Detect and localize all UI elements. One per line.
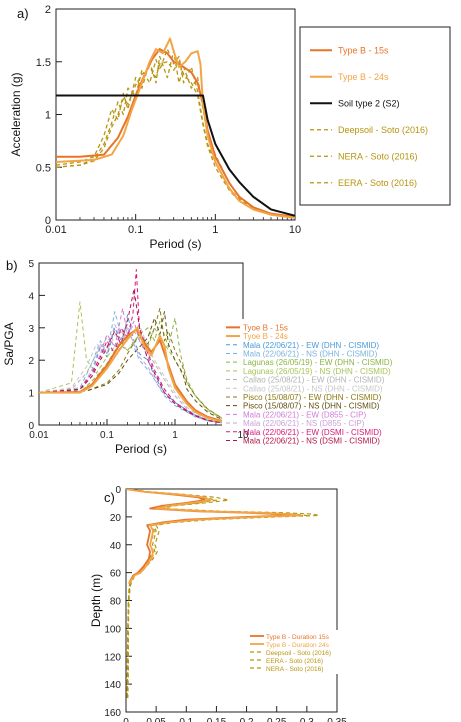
x-tick-label: 0.01 [45,224,66,236]
series-group [126,489,320,699]
legend-entry: Type B - 24s [338,72,389,82]
x-axis-label: Period (s) [149,237,201,251]
x-tick-label: 0 [123,717,129,722]
legend-entry: Mala (22/06/21) - NS (D855 - CIP) [243,419,365,428]
x-axis-label: Period (s) [115,442,167,456]
x-tick-label: 10 [289,224,301,236]
series-group [56,37,295,219]
x-tick-label: 0.35 [327,717,347,722]
y-axis-label: Depth (m) [89,574,103,627]
plot-frame [55,8,296,221]
series-group [39,268,243,425]
y-tick-label: 80 [110,597,122,608]
series-line [56,94,295,217]
y-tick-label: 120 [104,652,121,663]
legend-entry: Mala (22/06/21) - EW (DHN - CISMID) [243,341,379,350]
y-tick-label: 20 [110,513,122,524]
y-tick-label: 3 [28,324,34,335]
y-tick-label: 0 [45,215,51,227]
chart-c: c)00.050.10.150.20.250.30.35020406080100… [89,485,348,722]
series-line [39,326,243,425]
y-tick-label: 2 [45,4,51,16]
x-tick-label: 0.05 [146,717,166,722]
x-tick-label: 0.1 [128,224,143,236]
y-tick-label: 1 [28,389,34,400]
y-tick-label: 5 [28,259,34,270]
series-line [126,489,302,585]
series-line [56,48,295,218]
legend-entry: Pisco (15/08/07) - EW (DHN - CISMID) [243,393,382,402]
legend: Type B - 15s Type B - 24s Soil type 2 (S2)… [299,26,451,206]
legend-entry: Lagunas (26/05/19) - EW (DHN - CISMID) [243,358,393,367]
legend-entry: NERA - Soto (2016) [266,666,323,673]
legend-entry: NERA - Soto (2016) [338,151,418,161]
legend-entry: Type B - Duration 24s [266,642,330,649]
x-tick-label: 1 [212,224,218,236]
legend-entry: Type B - Duration 15s [266,634,330,641]
legend-entry: Lagunas (26/05/19) - NS (DHN - CISMID) [243,367,391,376]
legend-entry: Type B - 15s [338,45,389,55]
x-tick-label: 0.1 [179,717,193,722]
x-tick-label: 0.01 [29,430,49,441]
legend-entry: Callao (25/08/21) - NS (DHN - CISMID) [243,384,383,393]
y-tick-label: 2 [28,356,34,367]
series-line [126,489,290,585]
x-tick-label: 0.15 [207,717,227,722]
series-line [56,48,295,219]
legend-entry: EERA - Soto (2016) [338,178,417,188]
y-tick-label: 1 [45,110,51,122]
x-tick-label: 0.2 [240,717,254,722]
x-tick-label: 0.25 [267,717,287,722]
legend-entry: Mala (22/06/21) - NS (DSMI - CISMID) [243,436,380,445]
y-tick-label: 1.5 [36,57,51,69]
series-line [56,61,295,219]
series-line [39,328,243,425]
legend-entry: Tyoe B - 15s [243,323,288,332]
legend-entry: Callao (25/08/21) - EW (DHN - CISMID) [243,376,385,385]
panel-label: a) [17,6,29,21]
legend-box [248,630,348,674]
y-tick-label: 0 [28,421,34,432]
x-tick-label: 1 [172,430,178,441]
legend-entry: Soil type 2 (S2) [338,98,400,108]
series-line [39,307,243,424]
y-tick-label: 40 [110,541,122,552]
series-line [56,50,295,218]
legend-entry: Mala (22/06/21) - EW (D855 - CIP) [243,410,366,419]
legend-entry: Mala (22/06/21) - NS (DHN - CISMID) [243,349,378,358]
y-tick-label: 0.5 [36,162,51,174]
x-tick-label: 10 [237,430,249,441]
series-line [39,288,243,425]
legend-entry: Deepsoil - Soto (2016) [266,650,331,657]
legend-entry: Deepsoil - Soto (2016) [338,125,428,135]
y-axis-label: Acceleration (g) [9,72,23,156]
y-tick-label: 140 [104,680,121,691]
chart-a: a) 0.01 0.1 1 10 0 0.5 1 1.5 2 Period (s) Accelerat… [9,4,451,251]
y-tick-label: 60 [110,569,122,580]
legend-entry: Mala (22/06/21) - EW (DSMI - CISMID) [243,428,382,437]
legend-entry: EERA - Soto (2016) [266,658,323,665]
x-tick-label: 0.3 [300,717,314,722]
legend-entry: Tyoe B - 24s [243,332,288,341]
y-tick-label: 4 [28,291,34,302]
y-axis-label: Sa/PGA [2,322,16,365]
series-line [39,324,243,425]
chart-b: b) 0.01 0.1 1 10 0 1 2 3 4 5 Period (s) Sa/PGA Tyoe B… [2,258,410,456]
x-tick-label: 0.1 [100,430,114,441]
series-line [39,324,243,425]
series-line [56,37,295,219]
series-line [39,268,243,425]
y-tick-label: 160 [104,708,121,719]
y-tick-label: 0 [115,485,121,496]
panel-label: c) [104,490,115,505]
legend-box [222,319,410,431]
legend-box [299,26,451,206]
y-tick-label: 100 [104,624,121,635]
series-line [39,307,243,425]
panel-label: b) [6,258,18,273]
legend-entry: Pisco (15/08/07) - NS (DHN - CISMID) [243,402,380,411]
